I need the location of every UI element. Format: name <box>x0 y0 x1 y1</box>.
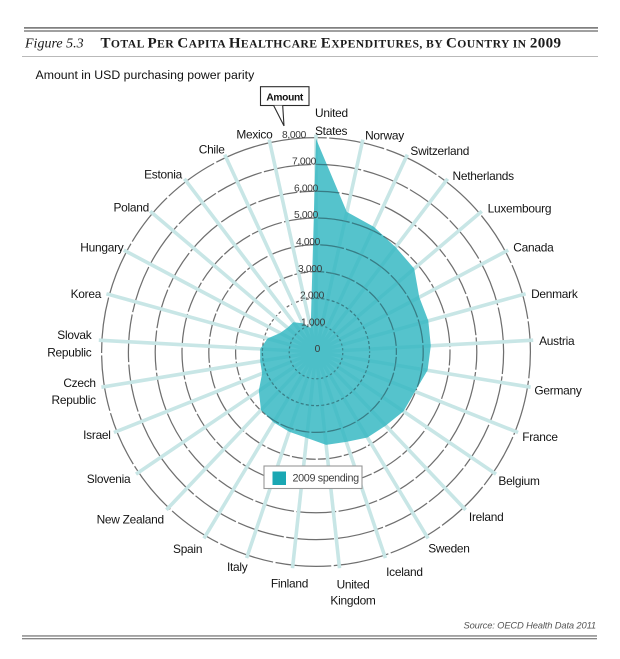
svg-text:Korea: Korea <box>71 287 102 301</box>
svg-text:Switzerland: Switzerland <box>410 144 469 158</box>
svg-text:New Zealand: New Zealand <box>97 512 164 526</box>
svg-text:Republic: Republic <box>47 346 92 360</box>
svg-text:Denmark: Denmark <box>531 287 578 301</box>
svg-text:Norway: Norway <box>365 129 404 143</box>
svg-text:Finland: Finland <box>271 577 308 591</box>
svg-text:Poland: Poland <box>113 200 149 214</box>
svg-text:6,000: 6,000 <box>294 183 319 194</box>
svg-text:TOTAL PER CAPITA HEALTHCARE EX: TOTAL PER CAPITA HEALTHCARE EXPENDITURES… <box>101 36 562 52</box>
svg-text:France: France <box>522 430 558 444</box>
svg-text:7,000: 7,000 <box>292 157 317 168</box>
svg-text:Germany: Germany <box>534 383 581 397</box>
svg-text:Sweden: Sweden <box>428 541 469 555</box>
svg-text:2009 spending: 2009 spending <box>293 473 360 485</box>
svg-text:Amount: Amount <box>266 92 304 103</box>
svg-text:Ireland: Ireland <box>469 510 504 524</box>
svg-text:Mexico: Mexico <box>236 128 273 142</box>
svg-text:United: United <box>315 106 348 120</box>
svg-text:Canada: Canada <box>513 240 554 254</box>
svg-text:Austria: Austria <box>539 334 575 348</box>
svg-text:Figure 5.3: Figure 5.3 <box>24 37 84 52</box>
svg-text:Source: OECD Health Data 2011: Source: OECD Health Data 2011 <box>463 620 596 631</box>
svg-text:United: United <box>337 577 370 591</box>
svg-text:4,000: 4,000 <box>296 237 321 248</box>
svg-text:Chile: Chile <box>199 143 225 157</box>
svg-text:Iceland: Iceland <box>386 565 423 579</box>
svg-text:Estonia: Estonia <box>144 167 183 181</box>
svg-text:0: 0 <box>315 344 321 355</box>
svg-text:Belgium: Belgium <box>498 474 540 488</box>
svg-text:Slovenia: Slovenia <box>87 472 131 486</box>
svg-text:Israel: Israel <box>83 428 111 442</box>
svg-text:5,000: 5,000 <box>294 210 319 221</box>
svg-text:3,000: 3,000 <box>298 264 323 275</box>
svg-text:2,000: 2,000 <box>300 291 325 302</box>
svg-text:Czech: Czech <box>63 376 95 390</box>
svg-text:States: States <box>315 124 348 138</box>
svg-text:Republic: Republic <box>52 393 97 407</box>
svg-text:Italy: Italy <box>227 560 248 574</box>
svg-text:Luxembourg: Luxembourg <box>488 202 552 216</box>
svg-text:Amount in USD purchasing power: Amount in USD purchasing power parity <box>36 68 256 82</box>
svg-text:Spain: Spain <box>173 542 202 556</box>
svg-text:1,000: 1,000 <box>301 317 326 328</box>
svg-text:Netherlands: Netherlands <box>453 169 515 183</box>
svg-text:Kingdom: Kingdom <box>330 593 376 607</box>
svg-text:8,000: 8,000 <box>282 130 307 141</box>
svg-text:Hungary: Hungary <box>80 241 123 255</box>
svg-text:Slovak: Slovak <box>57 328 91 342</box>
